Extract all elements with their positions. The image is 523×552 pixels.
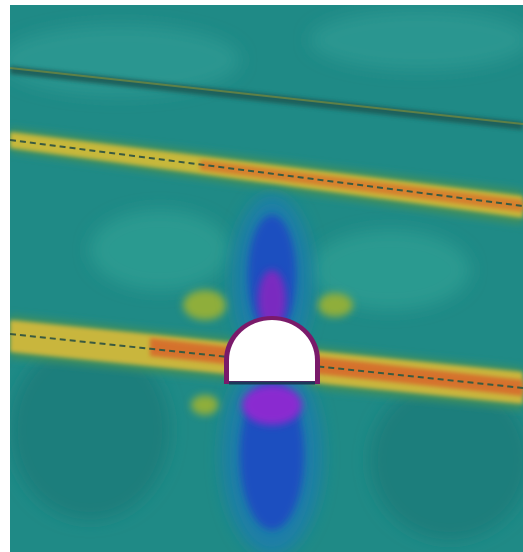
contour-field [10,5,523,552]
